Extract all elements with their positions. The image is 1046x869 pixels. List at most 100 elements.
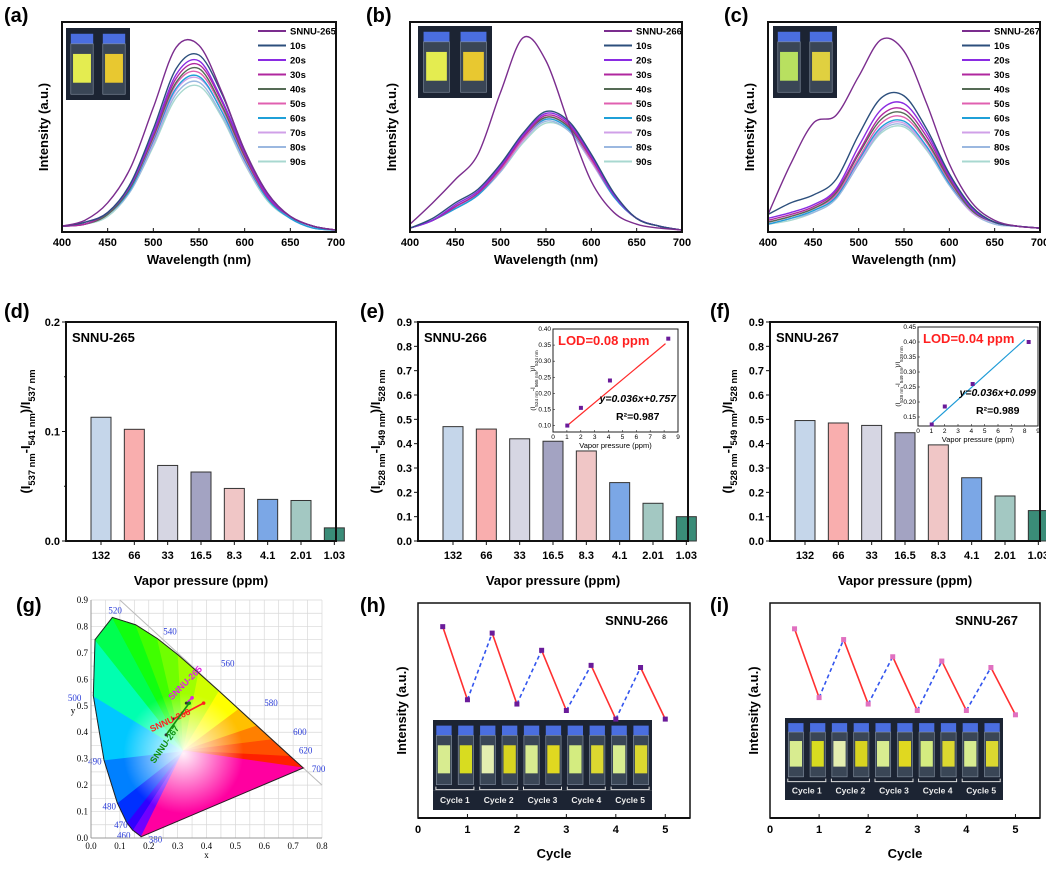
vial-liquid xyxy=(591,745,604,774)
vial-liquid xyxy=(876,741,890,767)
y-tick-label: 0.4 xyxy=(749,439,765,451)
legend-label: 60s xyxy=(636,114,652,125)
label-subscript: 541 nm xyxy=(27,413,37,445)
wavelength-label: 470 xyxy=(114,820,128,830)
inset-x-tick-label: 5 xyxy=(621,434,625,441)
series-line xyxy=(409,110,683,231)
y-tick-label: 0.3 xyxy=(77,754,89,764)
y-axis-label: Intensity (a.u.) xyxy=(746,666,761,754)
wavelength-label: 480 xyxy=(103,801,117,811)
inset-y-label: (I528 nm-I549 nm)/I528 nm xyxy=(895,346,904,406)
plot-frame xyxy=(409,21,683,233)
label-part: (I xyxy=(720,486,735,494)
x-tick-label: 0.8 xyxy=(316,841,328,851)
wavelength-label: 500 xyxy=(68,693,82,703)
data-point xyxy=(638,665,644,670)
inset-x-tick-label: 2 xyxy=(579,434,583,441)
inset-x-tick-label: 9 xyxy=(1036,428,1040,435)
y-tick-label: 0.7 xyxy=(77,648,89,658)
x-tick-label: 400 xyxy=(53,237,71,249)
label-part: Intensity (a.u.) xyxy=(742,83,757,171)
fit-equation: y=0.036x+0.099 xyxy=(959,387,1037,399)
data-point xyxy=(963,708,969,713)
x-tick-label: 0.0 xyxy=(85,841,97,851)
vial-cap xyxy=(480,725,496,736)
vial-cap xyxy=(102,33,126,44)
r-squared: R²=0.989 xyxy=(976,405,1020,417)
y-axis-label: Intensity (a.u.) xyxy=(36,83,51,171)
series-line xyxy=(409,35,683,231)
x-tick-label: 8.3 xyxy=(931,550,946,562)
x-axis-label: Cycle xyxy=(537,846,572,861)
legend-label: 30s xyxy=(636,70,652,81)
y-tick-label: 0.7 xyxy=(749,366,764,378)
sample-annotation: SNNU-267 xyxy=(776,330,839,345)
quench-segment xyxy=(491,632,518,705)
vial-liquid xyxy=(525,745,538,774)
panel-e: (e)132 66 33 16.5 8.3 4.1 2.01 1.030.00.10.20.3… xyxy=(360,301,697,588)
inset-x-tick-label: 4 xyxy=(607,434,611,441)
x-tick-label: 1.03 xyxy=(676,550,697,562)
cycle-label: Cycle 1 xyxy=(792,785,822,795)
label-subscript: 549 nm xyxy=(377,413,387,445)
data-point xyxy=(865,701,871,707)
inset-point xyxy=(970,382,975,386)
label-part: )/I xyxy=(720,402,735,414)
panel-f: (f)132 66 33 16.5 8.3 4.1 2.01 1.030.00.10.20.3… xyxy=(710,301,1046,588)
x-tick-label: 500 xyxy=(144,237,162,249)
recovery-segment xyxy=(818,639,845,698)
data-point xyxy=(539,647,545,653)
x-tick-label: 5 xyxy=(662,824,668,836)
y-tick-label: 0.2 xyxy=(749,487,764,499)
vial-cap xyxy=(940,723,957,733)
vial-liquid xyxy=(73,53,91,83)
inset-photo xyxy=(773,26,837,98)
cycle-bracket xyxy=(918,778,958,783)
sample-annotation: SNNU-266 xyxy=(424,330,487,345)
cycle-bracket xyxy=(435,786,475,791)
bar xyxy=(190,471,212,542)
vial-cap xyxy=(423,31,450,42)
plot-frame xyxy=(767,21,1041,233)
inset-point xyxy=(666,336,671,341)
inset-point xyxy=(1026,340,1031,344)
legend-label: SNNU-266 xyxy=(636,27,682,38)
x-tick-label: 4.1 xyxy=(260,550,275,562)
legend-label: 20s xyxy=(994,56,1010,67)
data-point xyxy=(914,708,920,713)
inset-y-tick-label: 0.45 xyxy=(903,324,916,331)
sample-annotation: SNNU-266 xyxy=(605,613,668,628)
y-tick-label: 0.2 xyxy=(397,487,412,499)
plot-frame xyxy=(769,321,1041,542)
inset-x-tick-label: 6 xyxy=(635,434,639,441)
data-point xyxy=(489,630,495,636)
label-part: (I xyxy=(530,407,537,411)
panel-label: (d) xyxy=(4,301,30,323)
y-tick-label: 0.0 xyxy=(45,536,60,548)
track-end xyxy=(187,701,191,705)
vial-cap xyxy=(460,31,487,42)
inset-x-tick-label: 9 xyxy=(676,434,680,441)
legend-label: 90s xyxy=(994,157,1010,168)
track-start xyxy=(184,701,188,705)
data-point xyxy=(841,637,847,643)
legend-label: 50s xyxy=(636,99,652,110)
wavelength-label: 520 xyxy=(108,606,122,616)
label-subscript: 528 nm xyxy=(729,453,739,485)
x-tick-label: 500 xyxy=(491,237,509,249)
quench-segment xyxy=(941,660,968,711)
y-tick-label: 0.2 xyxy=(77,780,88,790)
x-tick-label: 550 xyxy=(895,237,913,249)
y-tick-label: 0.4 xyxy=(397,439,413,451)
vial-cap xyxy=(633,725,649,736)
inset-x-tick-label: 3 xyxy=(956,428,960,435)
data-point xyxy=(440,624,446,630)
track-start xyxy=(171,717,175,721)
label-subscript: 537 nm xyxy=(27,453,37,485)
y-tick-label: 0.2 xyxy=(45,317,60,329)
x-tick-label: 4 xyxy=(613,824,620,836)
y-tick-label: 0.0 xyxy=(749,536,764,548)
label-part: -I xyxy=(18,445,33,453)
